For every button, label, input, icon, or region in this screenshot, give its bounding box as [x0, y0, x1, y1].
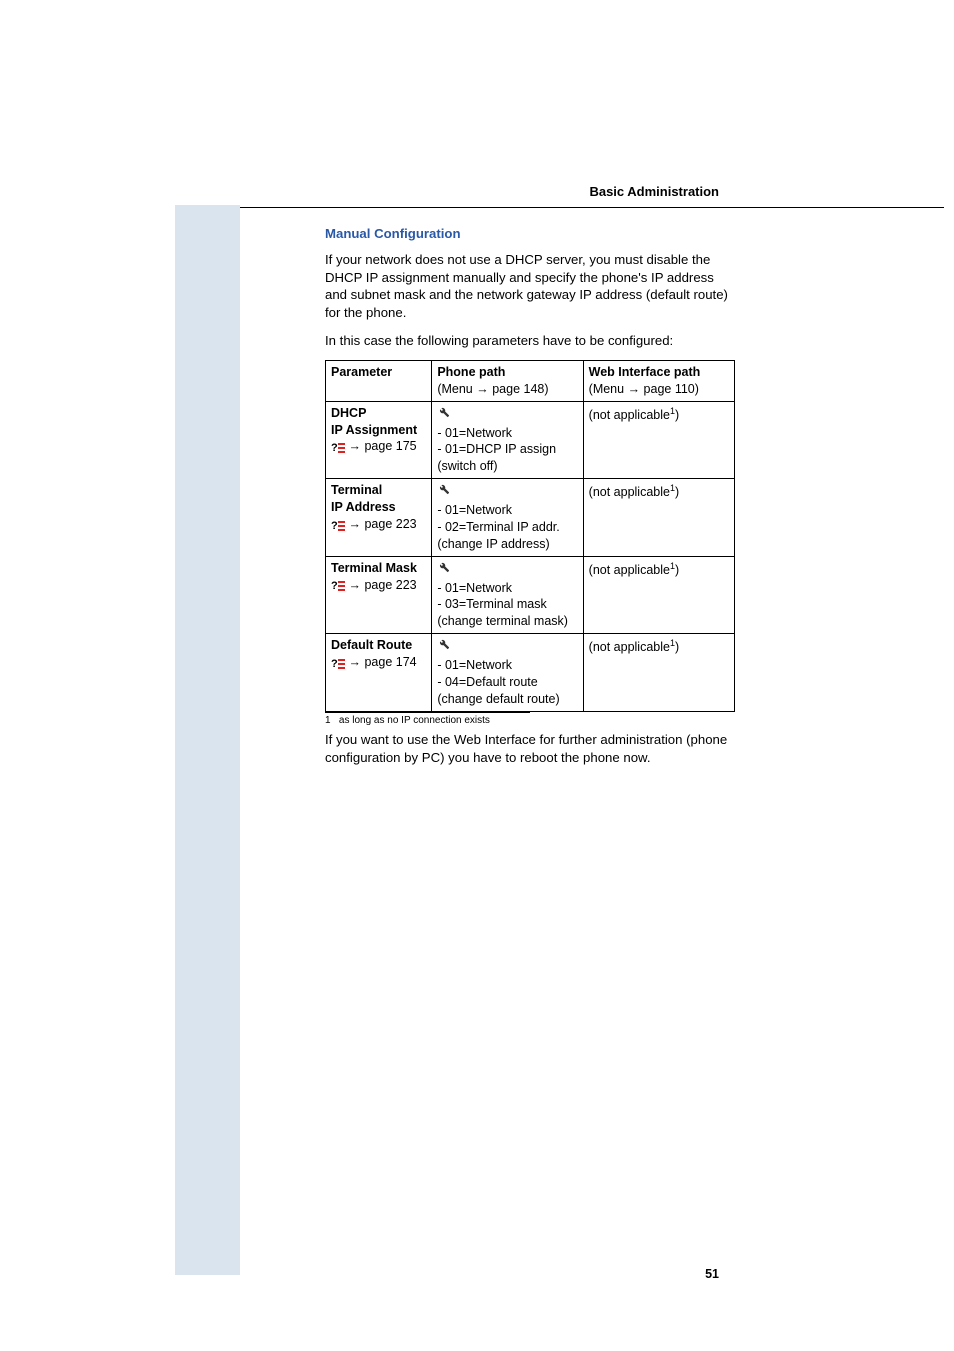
header-text: Basic Administration [589, 184, 719, 199]
table-row: DHCPIP Assignment? → page 175- 01=Networ… [326, 401, 735, 479]
web-path-subtitle: (Menu → page 110) [589, 382, 699, 396]
wrench-icon [437, 482, 450, 500]
page-number: 51 [705, 1267, 719, 1281]
parameter-cell: DHCPIP Assignment? → page 175 [326, 401, 432, 479]
reference-icon: ? [331, 658, 345, 668]
phone-path-cell: - 01=Network - 04=Default route (change de… [432, 634, 583, 712]
parameter-name: Terminal [331, 482, 426, 499]
parameter-name: IP Address [331, 499, 426, 516]
phone-path-line: - 01=Network [437, 426, 512, 440]
web-path-text: (not applicable1) [589, 408, 680, 422]
col-header-parameter: Parameter [326, 360, 432, 401]
table-row: TerminalIP Address? → page 223- 01=Netwo… [326, 479, 735, 557]
parameter-name: DHCP [331, 405, 426, 422]
reference-icon: ? [331, 442, 345, 452]
parameter-reference: ? → page 223 [331, 578, 417, 592]
wrench-icon [437, 637, 450, 655]
col-header-web-path: Web Interface path (Menu → page 110) [583, 360, 734, 401]
page-header: Basic Administration [175, 183, 944, 208]
parameter-reference: ? → page 223 [331, 517, 417, 531]
parameter-cell: TerminalIP Address? → page 223 [326, 479, 432, 557]
phone-path-line: - 01=Network [437, 658, 512, 672]
phone-path-line: - 01=Network [437, 581, 512, 595]
phone-path-line: (switch off) [437, 459, 497, 473]
closing-paragraph: If you want to use the Web Interface for… [325, 731, 735, 767]
reference-icon: ? [331, 520, 345, 530]
svg-text:?: ? [331, 580, 338, 592]
phone-path-subtitle: (Menu → page 148) [437, 382, 548, 396]
phone-path-line: - 02=Terminal IP addr. [437, 520, 559, 534]
col-header-phone-path: Phone path (Menu → page 148) [432, 360, 583, 401]
phone-path-line: - 04=Default route [437, 675, 537, 689]
phone-path-cell: - 01=Network - 03=Terminal mask (change te… [432, 556, 583, 634]
footnote: 1 as long as no IP connection exists [325, 712, 530, 732]
footnote-marker: 1 [325, 715, 331, 726]
parameter-reference: ? → page 175 [331, 439, 417, 453]
phone-path-line: (change default route) [437, 692, 559, 706]
parameter-name: Terminal Mask [331, 560, 426, 577]
parameter-name: IP Assignment [331, 422, 426, 439]
svg-text:?: ? [331, 520, 338, 532]
web-path-cell: (not applicable1) [583, 401, 734, 479]
parameter-name: Default Route [331, 637, 426, 654]
phone-path-line: - 01=Network [437, 503, 512, 517]
table-row: Terminal Mask? → page 223- 01=Network- 0… [326, 556, 735, 634]
web-path-cell: (not applicable1) [583, 556, 734, 634]
phone-path-cell: - 01=Network - 02=Terminal IP addr. (chang… [432, 479, 583, 557]
phone-path-cell: - 01=Network - 01=DHCP IP assign (switch o… [432, 401, 583, 479]
wrench-icon [437, 560, 450, 578]
content-area: Manual Configuration If your network doe… [325, 225, 735, 777]
parameter-reference: ? → page 174 [331, 655, 417, 669]
phone-path-line: - 01=DHCP IP assign [437, 442, 556, 456]
phone-path-title: Phone path [437, 365, 505, 379]
web-path-text: (not applicable1) [589, 563, 680, 577]
table-row: Default Route? → page 174- 01=Network- 0… [326, 634, 735, 712]
web-path-title: Web Interface path [589, 365, 701, 379]
svg-text:?: ? [331, 658, 338, 670]
table-header-row: Parameter Phone path (Menu → page 148) W… [326, 360, 735, 401]
wrench-icon [437, 405, 450, 423]
phone-path-line: - 03=Terminal mask [437, 597, 546, 611]
web-path-cell: (not applicable1) [583, 634, 734, 712]
phone-path-line: (change IP address) [437, 537, 549, 551]
svg-text:?: ? [331, 442, 338, 454]
section-title: Manual Configuration [325, 225, 735, 243]
parameters-table: Parameter Phone path (Menu → page 148) W… [325, 360, 735, 712]
footnote-text: as long as no IP connection exists [339, 715, 490, 726]
reference-icon: ? [331, 580, 345, 590]
web-path-text: (not applicable1) [589, 485, 680, 499]
left-rail [175, 205, 240, 1275]
intro-paragraph: If your network does not use a DHCP serv… [325, 251, 735, 322]
phone-path-line: (change terminal mask) [437, 614, 568, 628]
parameter-cell: Default Route? → page 174 [326, 634, 432, 712]
lead-paragraph: In this case the following parameters ha… [325, 332, 735, 350]
web-path-cell: (not applicable1) [583, 479, 734, 557]
web-path-text: (not applicable1) [589, 640, 680, 654]
parameter-cell: Terminal Mask? → page 223 [326, 556, 432, 634]
